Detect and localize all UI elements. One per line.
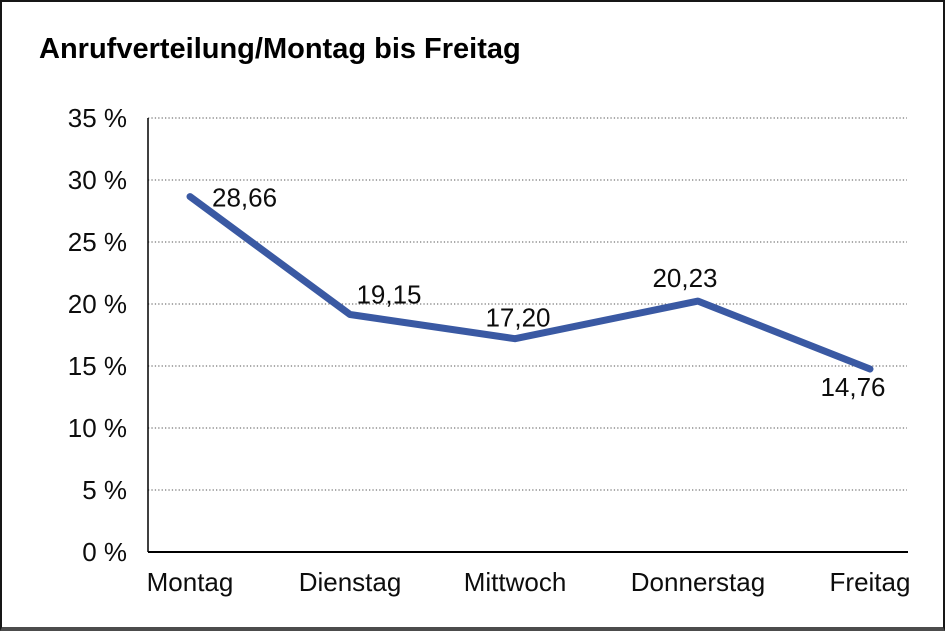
chart-title: Anrufverteilung/Montag bis Freitag: [39, 33, 521, 65]
series-line: [186, 193, 874, 373]
y-tick-label: 10 %: [68, 413, 127, 443]
x-category-label: Montag: [147, 567, 234, 597]
y-tick-label: 0 %: [82, 537, 127, 567]
data-point-label: 28,66: [212, 183, 277, 213]
y-tick-label: 25 %: [68, 227, 127, 257]
x-category-label: Donnerstag: [631, 567, 765, 597]
x-category-label: Freitag: [830, 567, 911, 597]
x-category-label: Mittwoch: [464, 567, 567, 597]
data-point-label: 14,76: [820, 372, 885, 402]
data-point-label: 19,15: [356, 280, 421, 310]
y-tick-label: 35 %: [68, 103, 127, 133]
y-tick-label: 5 %: [82, 475, 127, 505]
y-tick-label: 30 %: [68, 165, 127, 195]
y-tick-label: 15 %: [68, 351, 127, 381]
data-point-label: 17,20: [485, 303, 550, 333]
y-tick-label: 20 %: [68, 289, 127, 319]
data-point-label: 20,23: [652, 263, 717, 293]
x-category-label: Dienstag: [299, 567, 402, 597]
